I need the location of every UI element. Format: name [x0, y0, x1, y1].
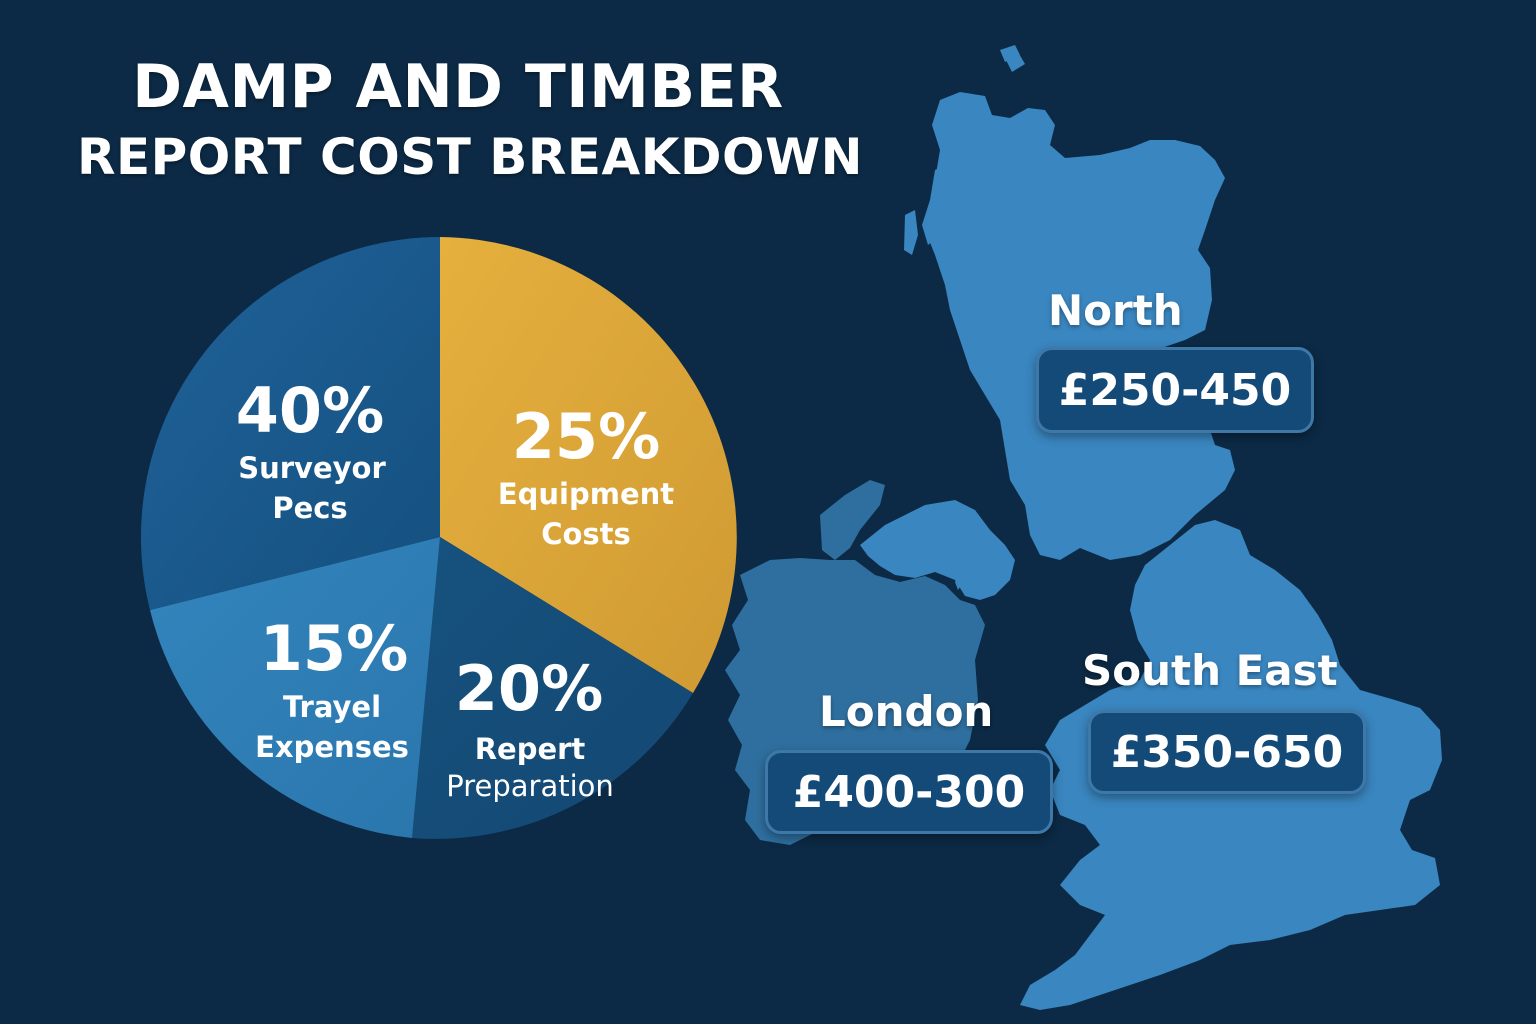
- map-isle-of-man: [955, 555, 972, 590]
- surveyor-label-2: Pecs: [272, 491, 347, 525]
- uk-map: [725, 45, 1442, 1010]
- equipment-label-2: Costs: [541, 517, 631, 551]
- pie-chart: 40% Surveyor Pecs 25% Equipment Costs 15…: [140, 237, 737, 839]
- region-london-price: £400-300: [765, 750, 1053, 834]
- map-shetland: [1000, 45, 1020, 62]
- travel-label-1: Trayel: [283, 690, 381, 724]
- map-hebrides-outer: [904, 210, 918, 255]
- map-hebrides: [922, 160, 960, 245]
- report-label-1: Repert: [475, 732, 586, 766]
- map-scotland: [925, 92, 1235, 560]
- surveyor-label-1: Surveyor: [238, 451, 386, 485]
- chart-title-line2: REPORT COST BREAKDOWN: [76, 128, 863, 186]
- equipment-label-1: Equipment: [498, 477, 674, 511]
- region-southeast-name: South East: [1082, 646, 1338, 695]
- region-north-price: £250-450: [1036, 347, 1314, 433]
- pie-slice-equipment[interactable]: [440, 237, 737, 693]
- map-ireland-northwest: [820, 480, 885, 560]
- region-london-name: London: [819, 687, 994, 736]
- pie-slice-report[interactable]: [412, 537, 693, 839]
- map-northern-ireland: [860, 500, 1015, 600]
- travel-label-2: Expenses: [255, 730, 409, 764]
- region-southeast-price: £350-650: [1088, 710, 1366, 794]
- travel-pct: 15%: [260, 612, 408, 685]
- equipment-pct: 25%: [512, 400, 660, 473]
- pie-slice-travel[interactable]: [150, 537, 440, 838]
- pie-slice-surveyor[interactable]: [140, 237, 440, 610]
- region-north-name: North: [1048, 286, 1183, 335]
- report-pct: 20%: [455, 652, 603, 725]
- report-label-2: Preparation: [446, 769, 614, 803]
- surveyor-pct: 40%: [236, 374, 384, 447]
- chart-title-line1: DAMP AND TIMBER: [132, 52, 784, 122]
